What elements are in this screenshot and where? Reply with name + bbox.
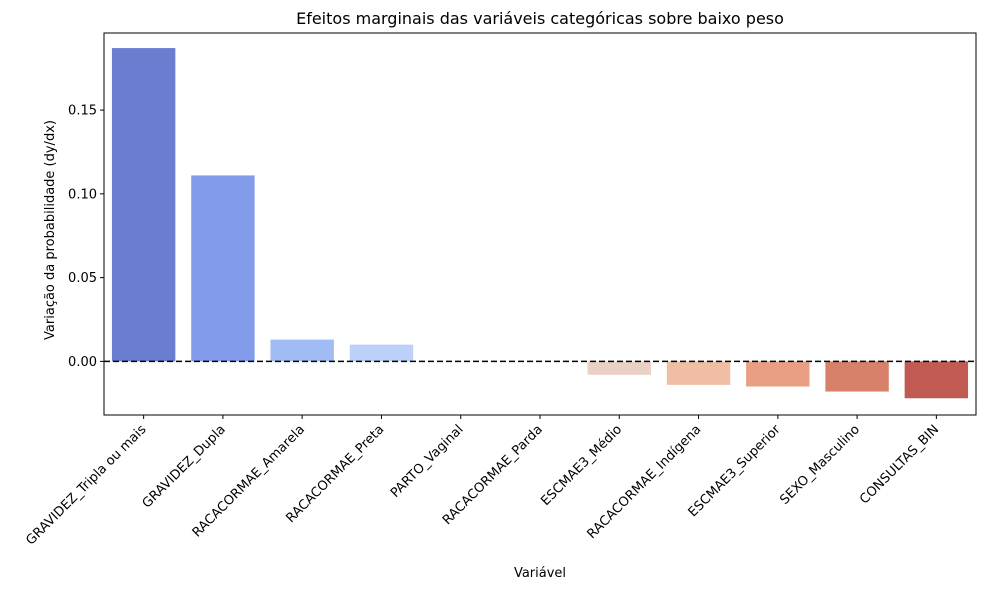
bar [349, 344, 414, 362]
x-tick-label: CONSULTAS_BIN [857, 422, 942, 507]
y-tick-label: 0.05 [68, 271, 97, 286]
y-tick-label: 0.00 [68, 355, 97, 370]
x-axis-label: Variável [514, 566, 566, 581]
y-tick-label: 0.15 [68, 104, 97, 119]
bar [587, 361, 651, 375]
x-tick-label: PARTO_Vaginal [388, 422, 467, 501]
x-tick-label: ESCMAE3_Médio [538, 422, 625, 509]
bar [746, 361, 810, 387]
bar [825, 361, 889, 392]
bar [666, 361, 731, 385]
bar [270, 339, 334, 362]
x-tick-label: GRAVIDEZ_Tripla ou mais [23, 422, 149, 548]
bar [904, 361, 969, 399]
y-tick-label: 0.10 [68, 187, 97, 202]
y-axis-label: Variação da probabilidade (dy/dx) [43, 120, 58, 340]
x-tick-label: GRAVIDEZ_Dupla [140, 422, 229, 511]
bar [111, 48, 176, 362]
x-tick-label: SEXO_Masculino [777, 422, 863, 508]
bar [191, 175, 255, 362]
chart-title: Efeitos marginais das variáveis categóri… [296, 9, 784, 28]
plot-area: 0.00 0.05 0.10 0.15 GRAVIDEZ_Tripla ou maisG… [23, 32, 977, 548]
